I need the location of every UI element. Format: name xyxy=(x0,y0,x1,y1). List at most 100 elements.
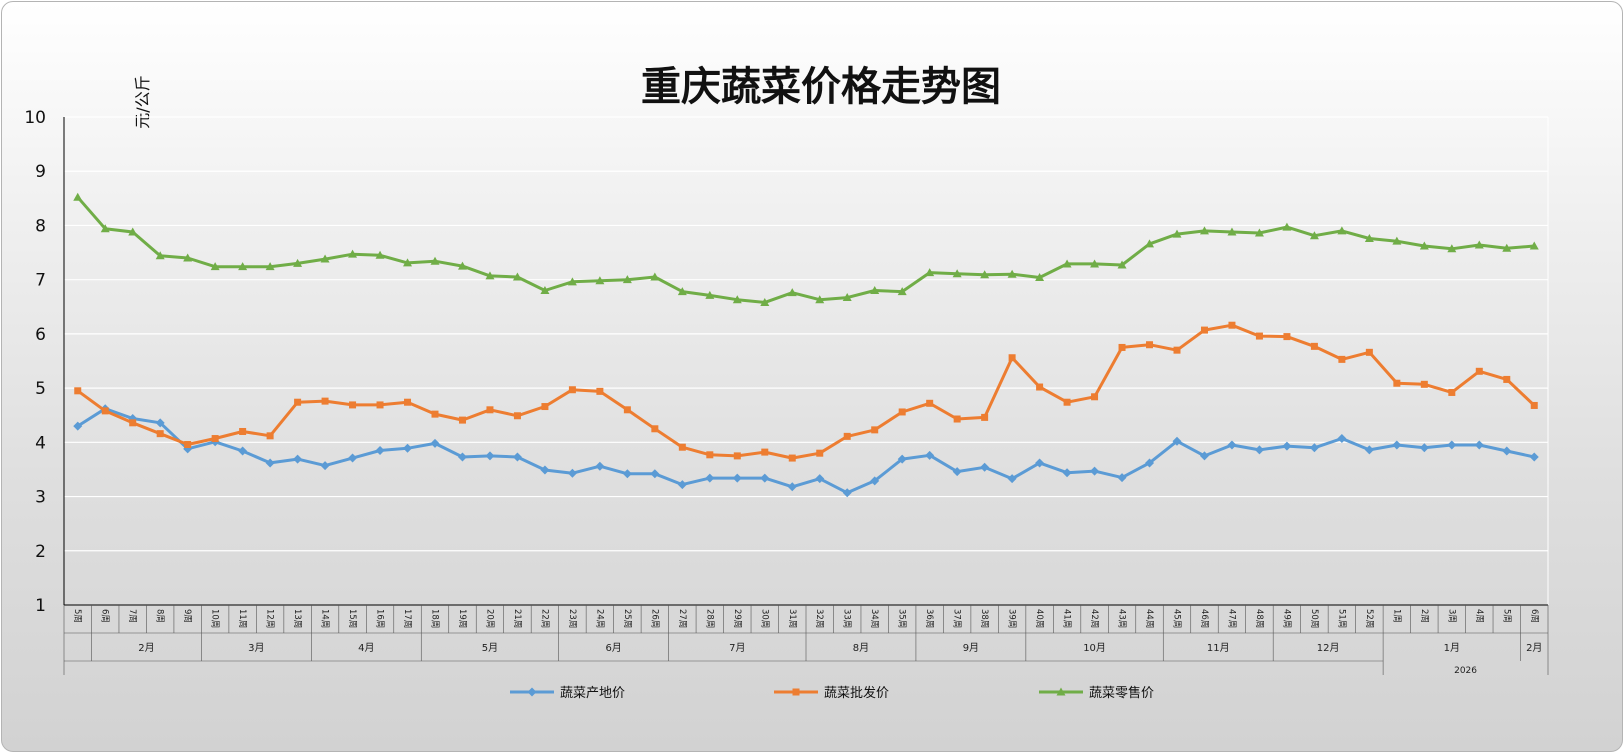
y-tick-label: 9 xyxy=(35,162,46,182)
x-tick-label-month: 12月 xyxy=(1317,642,1340,654)
data-point xyxy=(952,467,962,477)
data-point xyxy=(1035,272,1045,281)
data-point xyxy=(1310,342,1318,350)
y-tick-label: 1 xyxy=(35,596,46,616)
data-point xyxy=(540,286,550,295)
x-tick-label-month: 2月 xyxy=(138,642,154,654)
legend-item: 蔬菜零售价 xyxy=(1039,685,1154,701)
data-point xyxy=(265,458,275,468)
x-tick-label-week: 29周 xyxy=(732,609,742,628)
data-point xyxy=(129,419,137,427)
data-point xyxy=(1419,241,1429,250)
data-point xyxy=(211,435,219,443)
x-tick-label-week: 37周 xyxy=(952,609,962,628)
data-point xyxy=(871,426,879,434)
data-point xyxy=(403,258,413,267)
data-point xyxy=(485,451,495,461)
x-tick-label-week: 6周 xyxy=(1529,609,1539,623)
x-tick-label-week: 34周 xyxy=(869,609,879,628)
data-point xyxy=(816,449,824,457)
data-point xyxy=(1309,231,1319,240)
x-tick-label-week: 12周 xyxy=(265,609,275,628)
data-point xyxy=(706,451,714,459)
data-point xyxy=(403,443,413,453)
data-point xyxy=(1227,227,1237,236)
data-point xyxy=(1309,443,1319,453)
data-point xyxy=(128,227,138,236)
data-point xyxy=(74,387,82,395)
x-tick-label-week: 48周 xyxy=(1254,609,1264,628)
data-point xyxy=(1529,452,1539,462)
data-point xyxy=(155,251,165,260)
data-point xyxy=(733,452,741,460)
x-tick-label-week: 18周 xyxy=(430,609,440,628)
data-point xyxy=(512,272,522,281)
data-point xyxy=(1062,259,1072,268)
x-tick-label-week: 27周 xyxy=(677,609,687,628)
series-1 xyxy=(73,404,1539,498)
plot-background xyxy=(64,117,1548,605)
data-point xyxy=(1228,321,1236,329)
x-tick-label-year: 2026 xyxy=(1454,666,1477,676)
x-tick-label-week: 51周 xyxy=(1336,609,1346,628)
data-point xyxy=(527,687,537,697)
data-point xyxy=(981,413,989,421)
y-tick-label: 6 xyxy=(35,325,46,345)
legend-item: 蔬菜批发价 xyxy=(774,685,889,701)
data-point xyxy=(1475,367,1483,375)
data-point xyxy=(1173,346,1181,354)
x-tick-label-week: 2周 xyxy=(1419,609,1429,623)
data-point xyxy=(1255,332,1263,340)
data-point xyxy=(980,462,990,472)
data-point xyxy=(238,262,248,271)
data-point xyxy=(650,469,660,479)
data-point xyxy=(1254,445,1264,455)
data-point xyxy=(870,476,880,486)
y-tick-label: 10 xyxy=(24,108,46,128)
data-point xyxy=(732,473,742,483)
chart-title: 重庆蔬菜价格走势图 xyxy=(641,64,1001,110)
data-point xyxy=(815,295,825,304)
data-point xyxy=(1172,229,1182,238)
x-tick-label-week: 33周 xyxy=(842,609,852,628)
legend-label: 蔬菜零售价 xyxy=(1089,685,1154,701)
data-point xyxy=(349,401,357,409)
data-point xyxy=(952,269,962,278)
data-point xyxy=(1146,341,1154,349)
data-point xyxy=(1036,383,1044,391)
data-point xyxy=(513,412,521,420)
data-point xyxy=(1172,436,1182,446)
x-tick-label-week: 24周 xyxy=(594,609,604,628)
series-line xyxy=(76,323,1536,460)
data-point xyxy=(156,430,164,438)
data-point xyxy=(843,432,851,440)
data-point xyxy=(1117,260,1127,269)
x-tick-label-week: 17周 xyxy=(402,609,412,628)
data-point xyxy=(375,445,385,455)
data-point xyxy=(870,286,880,295)
data-point xyxy=(1035,458,1045,468)
data-point xyxy=(760,297,770,306)
data-point xyxy=(1530,401,1538,409)
x-tick-label-month: 9月 xyxy=(963,642,979,654)
data-point xyxy=(486,406,494,414)
data-point xyxy=(376,401,384,409)
data-point xyxy=(1282,222,1292,231)
data-point xyxy=(265,262,275,271)
x-tick-label-week: 52周 xyxy=(1364,609,1374,628)
x-tick-label-week: 46周 xyxy=(1199,609,1209,628)
data-point xyxy=(1254,228,1264,237)
data-point xyxy=(1200,326,1208,334)
data-point xyxy=(926,399,934,407)
data-point xyxy=(293,454,303,464)
data-point xyxy=(677,287,687,296)
data-point xyxy=(541,403,549,411)
data-point xyxy=(1091,393,1099,401)
x-tick-label-week: 10周 xyxy=(210,609,220,628)
x-tick-label-week: 26周 xyxy=(649,609,659,628)
x-tick-label-week: 28周 xyxy=(704,609,714,628)
data-point xyxy=(238,446,248,456)
data-point xyxy=(457,452,467,462)
x-tick-label-week: 25周 xyxy=(622,609,632,628)
